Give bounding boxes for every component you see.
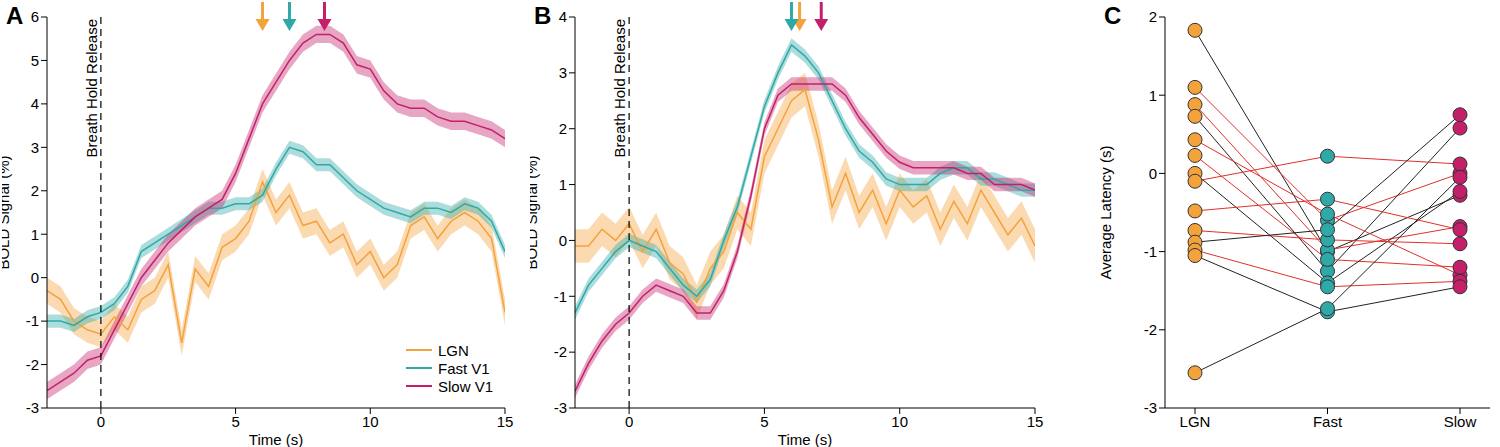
svg-text:4: 4: [559, 8, 567, 25]
svg-text:-1: -1: [554, 288, 567, 305]
svg-text:Average Latency (s): Average Latency (s): [1100, 146, 1114, 280]
svg-text:-3: -3: [554, 399, 567, 416]
svg-text:LGN: LGN: [1180, 413, 1211, 430]
svg-text:6: 6: [31, 8, 39, 25]
html-text:Slow V1: Slow V1: [438, 377, 493, 395]
svg-text:0: 0: [97, 413, 105, 430]
svg-text:2: 2: [559, 120, 567, 137]
html-text:A: A: [6, 2, 24, 29]
svg-text:Time (s): Time (s): [249, 431, 303, 447]
svg-text:0: 0: [31, 269, 39, 286]
svg-text:Slow: Slow: [1444, 413, 1477, 430]
html-text:LGN: LGN: [438, 341, 469, 359]
svg-text:0: 0: [625, 413, 633, 430]
svg-text:Breath Hold Release: Breath Hold Release: [83, 19, 100, 157]
svg-text:4: 4: [31, 95, 39, 112]
html-text:C: C: [1104, 2, 1122, 29]
svg-text:3: 3: [31, 139, 39, 156]
svg-text:10: 10: [362, 413, 379, 430]
svg-text:-3: -3: [26, 399, 39, 416]
svg-text:3: 3: [559, 64, 567, 81]
html-text:B: B: [534, 2, 552, 29]
svg-text:0: 0: [559, 232, 567, 249]
svg-text:-2: -2: [554, 343, 567, 360]
svg-text:2: 2: [31, 182, 39, 199]
svg-text:2: 2: [1149, 8, 1157, 25]
svg-text:-3: -3: [1144, 399, 1157, 416]
html-text:Fast V1: Fast V1: [438, 359, 490, 377]
svg-text:0: 0: [1149, 165, 1157, 182]
svg-text:1: 1: [559, 176, 567, 193]
svg-text:Breath Hold Release: Breath Hold Release: [611, 19, 628, 157]
svg-text:BOLD Signal (%): BOLD Signal (%): [8, 155, 12, 269]
svg-text:1: 1: [1149, 87, 1157, 104]
svg-text:Fast: Fast: [1313, 413, 1343, 430]
svg-text:10: 10: [891, 413, 908, 430]
svg-text:-2: -2: [26, 356, 39, 373]
svg-text:-1: -1: [26, 312, 39, 329]
svg-text:BOLD Signal (%): BOLD Signal (%): [530, 155, 540, 269]
svg-text:-2: -2: [1144, 321, 1157, 338]
svg-text:15: 15: [497, 413, 514, 430]
svg-text:1: 1: [31, 226, 39, 243]
svg-text:5: 5: [231, 413, 239, 430]
svg-text:15: 15: [1027, 413, 1044, 430]
svg-text:-1: -1: [1144, 243, 1157, 260]
svg-text:Time (s): Time (s): [778, 431, 832, 447]
svg-text:5: 5: [31, 52, 39, 69]
svg-text:5: 5: [760, 413, 768, 430]
